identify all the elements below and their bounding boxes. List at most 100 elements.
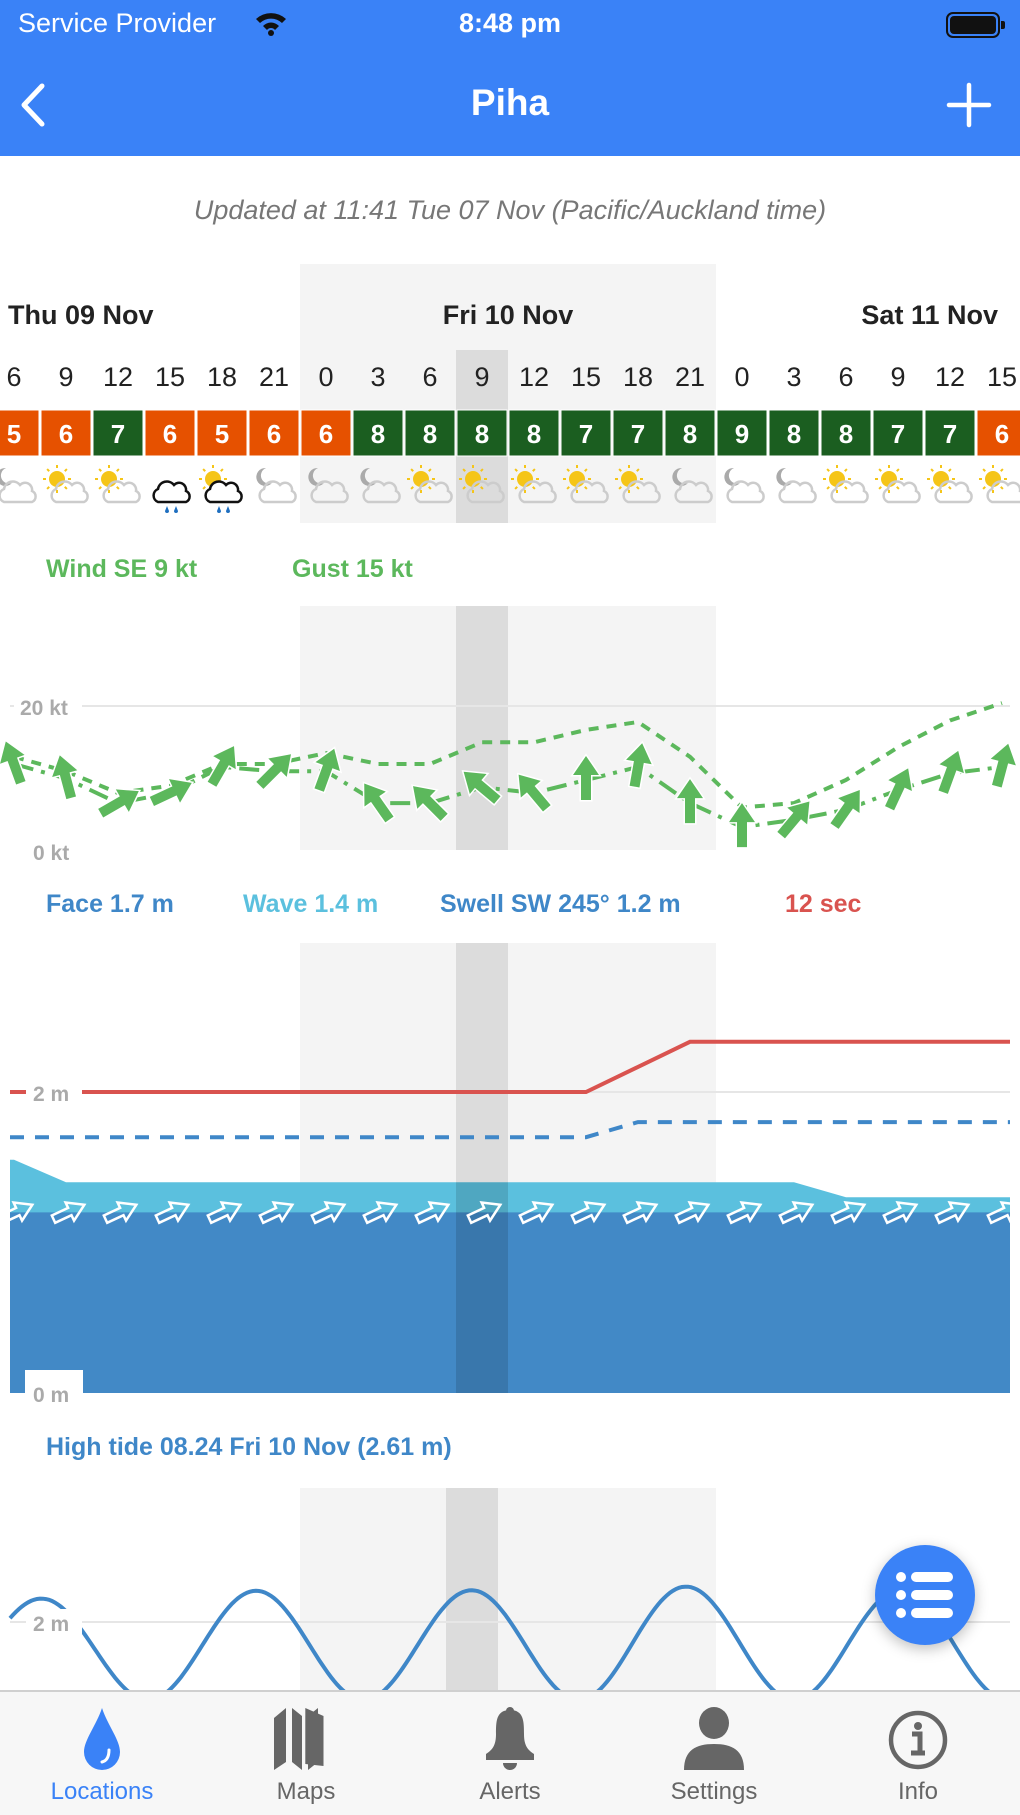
hour-label: 6 [6, 362, 21, 392]
rating-box [820, 409, 872, 457]
rating-value: 8 [839, 419, 853, 449]
day-label: Fri 10 Nov [443, 300, 574, 330]
wind-arrow-icon [674, 776, 706, 825]
swell-arrow-icon [258, 1200, 295, 1225]
moon-icon [0, 467, 12, 486]
cloud-icon [622, 480, 661, 504]
sun-ray [948, 486, 952, 490]
swell-arrow-icon [518, 1200, 555, 1225]
drop-icon [84, 1708, 120, 1770]
sun-ray [826, 468, 830, 472]
sun-ray [462, 486, 466, 490]
swell-arrow-icon [674, 1200, 711, 1225]
status-bar: Service Provider 8:48 pm [18, 8, 1005, 44]
rating-value: 8 [527, 419, 541, 449]
tab-maps[interactable]: Maps [204, 1692, 408, 1815]
sun-ray [480, 468, 484, 472]
hour-label: 12 [103, 362, 133, 392]
rating-value: 6 [59, 419, 73, 449]
tab-alerts[interactable]: Alerts [408, 1692, 612, 1815]
wind-arrow-icon [883, 765, 914, 813]
wifi-icon [256, 13, 286, 36]
sun-ray [618, 486, 622, 490]
tab-settings[interactable]: Settings [612, 1692, 816, 1815]
wind-arrow-icon [96, 787, 142, 820]
wind-label: Wind SE 9 kt [46, 555, 198, 583]
hour-label: 0 [318, 362, 333, 392]
wind-arrow-icon [49, 752, 81, 801]
sun-ray [46, 486, 50, 490]
back-chevron-left-icon[interactable] [14, 80, 54, 130]
hour-label: 6 [838, 362, 853, 392]
sun-ray [1000, 486, 1004, 490]
selected-column-highlight [456, 606, 508, 850]
swell-arrow-icon [154, 1200, 191, 1225]
swell-arrow-icon [50, 1200, 87, 1225]
cloud-icon [986, 480, 1020, 504]
hour-label: 3 [786, 362, 801, 392]
carrier-label: Service Provider [18, 8, 217, 38]
hour-label: 15 [571, 362, 601, 392]
swell-arrow-icon [882, 1200, 919, 1225]
wind-arrow-icon [312, 746, 343, 794]
list-menu-button[interactable] [875, 1545, 975, 1645]
add-plus-icon[interactable] [946, 82, 992, 128]
tab-info[interactable]: Info [816, 1692, 1020, 1815]
sun-ray [532, 468, 536, 472]
rating-box [768, 409, 820, 457]
gust-label: Gust 15 kt [292, 555, 414, 583]
page-title: Piha [470, 82, 550, 123]
tab-label: Maps [276, 1778, 336, 1805]
hour-label: 15 [987, 362, 1017, 392]
moon-icon [672, 467, 688, 486]
cloud-icon [570, 480, 609, 504]
sun-ray [428, 486, 432, 490]
map-icon [274, 1708, 324, 1770]
rating-box [612, 409, 664, 457]
sun-ray [636, 486, 640, 490]
hour-label: 3 [370, 362, 385, 392]
rating-box [456, 409, 508, 457]
cloud-icon [204, 480, 243, 504]
hour-label: 12 [519, 362, 549, 392]
sun-ray [116, 486, 120, 490]
swell-arrow-icon [830, 1200, 867, 1225]
sun-ray [64, 468, 68, 472]
swell-arrow-icon [986, 1200, 1020, 1225]
swell-arrow-icon [310, 1200, 347, 1225]
sun-ray [1000, 468, 1004, 472]
swell-arrow-icon [102, 1200, 139, 1225]
clock: 8:48 pm [458, 8, 562, 38]
cloud-icon [518, 480, 557, 504]
sun-ray [202, 486, 206, 490]
day-label: Thu 09 Nov [8, 300, 154, 330]
hour-label: 9 [58, 362, 73, 392]
rating-value: 8 [475, 419, 489, 449]
cloud-icon [362, 480, 401, 504]
rating-box [352, 409, 404, 457]
rain-drops-icon [217, 506, 230, 513]
swell-area [10, 1212, 1010, 1393]
nav-header: Service Provider 8:48 pm Piha [0, 0, 1020, 156]
person-icon [684, 1707, 744, 1770]
rating-value: 5 [7, 419, 21, 449]
sun-ray [514, 486, 518, 490]
sun-ray [982, 468, 986, 472]
tab-locations[interactable]: Locations [0, 1692, 204, 1815]
sun-ray [636, 468, 640, 472]
sun-ray [566, 486, 570, 490]
rating-box [508, 409, 560, 457]
sun-ray [896, 468, 900, 472]
swell-arrow-icon [414, 1200, 451, 1225]
face-label: Face 1.7 m [46, 890, 174, 918]
sun-ray [584, 486, 588, 490]
moon-icon [308, 467, 324, 486]
swell-arrow-icon [466, 1200, 503, 1225]
sun-ray [202, 468, 206, 472]
cloud-icon [50, 480, 89, 504]
sun-ray [220, 468, 224, 472]
rating-box [872, 409, 924, 457]
sun-ray [116, 468, 120, 472]
rating-box [196, 409, 248, 457]
tab-bar: Locations Maps Alerts Settings Info [0, 1690, 1020, 1815]
